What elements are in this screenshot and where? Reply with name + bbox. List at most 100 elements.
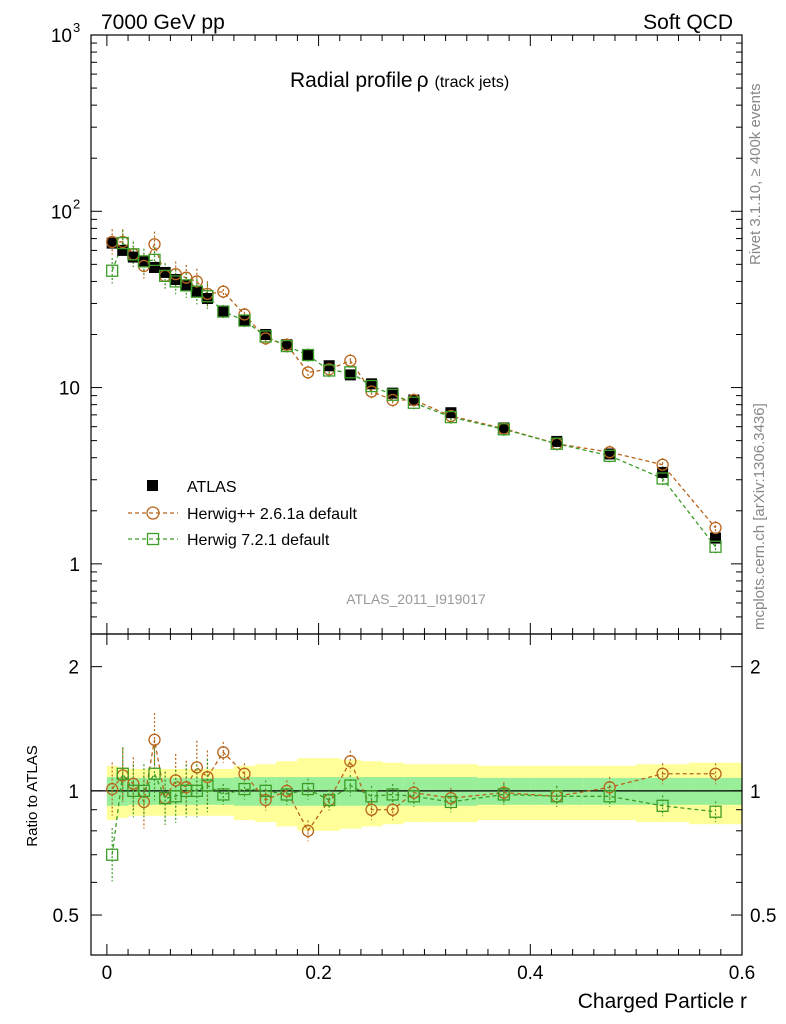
atlas-point (127, 251, 139, 263)
atlas-point (117, 244, 129, 256)
x-axis-label: Charged Particle r (578, 990, 747, 1013)
y-tick-exponent: 3 (73, 20, 80, 35)
herwig7-point (106, 264, 119, 277)
atlas-point (191, 286, 203, 298)
ratio-herwigpp-point (127, 777, 140, 790)
herwig7-point (386, 388, 399, 401)
atlas-point (604, 448, 616, 460)
atlas-point (260, 329, 272, 340)
ratio-herwigpp-point (656, 767, 669, 780)
herwig7-point (148, 253, 161, 267)
ratio-herwigpp-point (709, 767, 722, 780)
herwig7-point (259, 330, 272, 343)
ratio-herwigpp-point (169, 774, 182, 787)
ratio-herwig7-point (280, 788, 293, 801)
ratio-herwig7-point (550, 790, 563, 803)
ratio-herwig7-point (238, 782, 251, 796)
atlas-point (106, 237, 118, 249)
herwig7-point (280, 339, 293, 353)
herwigpp-point (301, 366, 315, 379)
herwig7-point (344, 366, 357, 379)
ratio-herwig7-point (323, 793, 336, 807)
y-tick-label: 10 (59, 379, 80, 400)
herwig7-point (444, 410, 458, 424)
main-series (106, 229, 722, 554)
herwig7-point (217, 305, 230, 318)
ratio-y-tick-label-right: 1 (750, 782, 761, 803)
ratio-herwigpp-point (201, 770, 214, 784)
atlas-point (302, 350, 314, 362)
x-tick-label: 0 (102, 963, 113, 984)
ratio-herwigpp-point (344, 755, 357, 768)
ratio-herwig7-point (365, 790, 378, 803)
ratio-herwig7-point (217, 788, 230, 801)
atlas-point (366, 378, 378, 390)
herwig7-point (709, 540, 722, 553)
legend: ATLAS Herwig++ 2.6.1a default Herwig 7.2… (128, 479, 357, 549)
herwig7-point (603, 449, 616, 462)
ratio-herwigpp-point (259, 793, 272, 807)
herwig7-point (407, 396, 421, 409)
ratio-herwigpp-point (238, 767, 251, 780)
ratio-herwigpp-point (603, 781, 616, 794)
ratio-y-tick-label-left: 0.5 (53, 906, 79, 927)
y-tick-label: 1 (69, 555, 80, 576)
herwig7-point (301, 348, 315, 362)
y-tick-exponent: 2 (73, 196, 80, 211)
herwig7-point (365, 379, 378, 393)
ratio-herwigpp-point (148, 733, 161, 746)
ratio-herwig7-point (301, 782, 315, 796)
atlas-point (149, 261, 161, 273)
x-tick-label: 0.4 (517, 963, 544, 984)
main-title: Radial profile ρ (track jets) (290, 69, 509, 92)
herwigpp-point (217, 285, 230, 298)
atlas-point (551, 435, 563, 447)
mcplots-label: mcplots.cern.ch [arXiv:1306.3436] (751, 403, 768, 630)
herwig7-point (550, 437, 563, 450)
atlas-point (281, 339, 293, 351)
legend-marker-atlas (147, 480, 158, 491)
ratio-herwigpp-point (365, 803, 378, 816)
ratio-y-tick-label-right: 2 (750, 658, 761, 679)
ratio-herwig7-point (201, 779, 214, 792)
atlas-point (445, 407, 457, 419)
ratio-herwig7-point (407, 790, 421, 803)
herwigpp-point (709, 521, 722, 535)
x-tick-label: 0.2 (305, 963, 331, 984)
y-tick-label: 10 (51, 26, 72, 47)
atlas-point (180, 279, 192, 291)
atlas-point (498, 422, 510, 434)
ratio-herwig7-point (259, 784, 272, 797)
ratio-y-tick-label-right: 0.5 (750, 906, 776, 927)
ratio-herwigpp-point (386, 803, 399, 816)
legend-label-atlas: ATLAS (187, 479, 237, 496)
atlas-point (217, 306, 229, 318)
header-right: Soft QCD (643, 11, 733, 34)
ratio-y-tick-label-left: 1 (68, 782, 79, 803)
legend-marker-herwigpp (146, 506, 160, 520)
atlas-point (138, 255, 150, 267)
x-tick-label: 0.6 (729, 963, 755, 984)
ratio-herwigpp-point (217, 746, 230, 759)
herwigpp-point (656, 458, 669, 471)
ratio-axes: 0.5 0.5 1 1 2 2 0 0.2 0.4 0.6 (53, 633, 776, 984)
ratio-herwig7-point (137, 784, 151, 797)
atlas-point (408, 394, 420, 406)
ratio-herwig7-point (386, 788, 399, 801)
herwig7-point (127, 248, 140, 261)
atlas-point (710, 532, 722, 544)
ratio-series-line (111, 771, 716, 855)
ratio-frame (90, 633, 743, 956)
atlas-point (159, 266, 171, 278)
herwig7-point (323, 364, 336, 377)
herwig7-point (201, 290, 214, 303)
ratio-ylabel: Ratio to ATLAS (24, 745, 41, 846)
analysis-id: ATLAS_2011_I919017 (346, 591, 486, 607)
rivet-label: Rivet 3.1.10, ≥ 400k events (747, 83, 764, 265)
ratio-herwig7-point (656, 799, 669, 812)
atlas-point (344, 369, 356, 381)
ratio-y-tick-label-left: 2 (68, 658, 79, 679)
y-tick-label: 10 (51, 202, 72, 223)
